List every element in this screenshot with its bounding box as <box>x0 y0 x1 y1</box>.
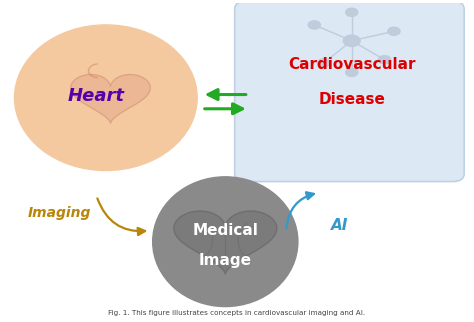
Ellipse shape <box>153 177 298 307</box>
Text: Image: Image <box>199 253 252 268</box>
Circle shape <box>343 35 360 46</box>
Text: Disease: Disease <box>319 92 385 107</box>
Circle shape <box>378 56 391 64</box>
Circle shape <box>308 21 320 29</box>
Text: Heart: Heart <box>68 87 125 105</box>
Polygon shape <box>71 74 150 123</box>
Text: AI: AI <box>331 218 349 233</box>
Circle shape <box>346 8 358 16</box>
Polygon shape <box>174 211 277 274</box>
Text: Medical: Medical <box>192 223 258 238</box>
Text: Cardiovascular: Cardiovascular <box>288 57 416 72</box>
Circle shape <box>318 59 330 67</box>
Circle shape <box>388 27 400 35</box>
Text: Imaging: Imaging <box>27 206 91 220</box>
Circle shape <box>346 68 358 77</box>
FancyBboxPatch shape <box>235 1 464 182</box>
Ellipse shape <box>15 25 197 171</box>
Text: Fig. 1. This figure illustrates concepts in cardiovascular imaging and AI.: Fig. 1. This figure illustrates concepts… <box>109 310 365 316</box>
